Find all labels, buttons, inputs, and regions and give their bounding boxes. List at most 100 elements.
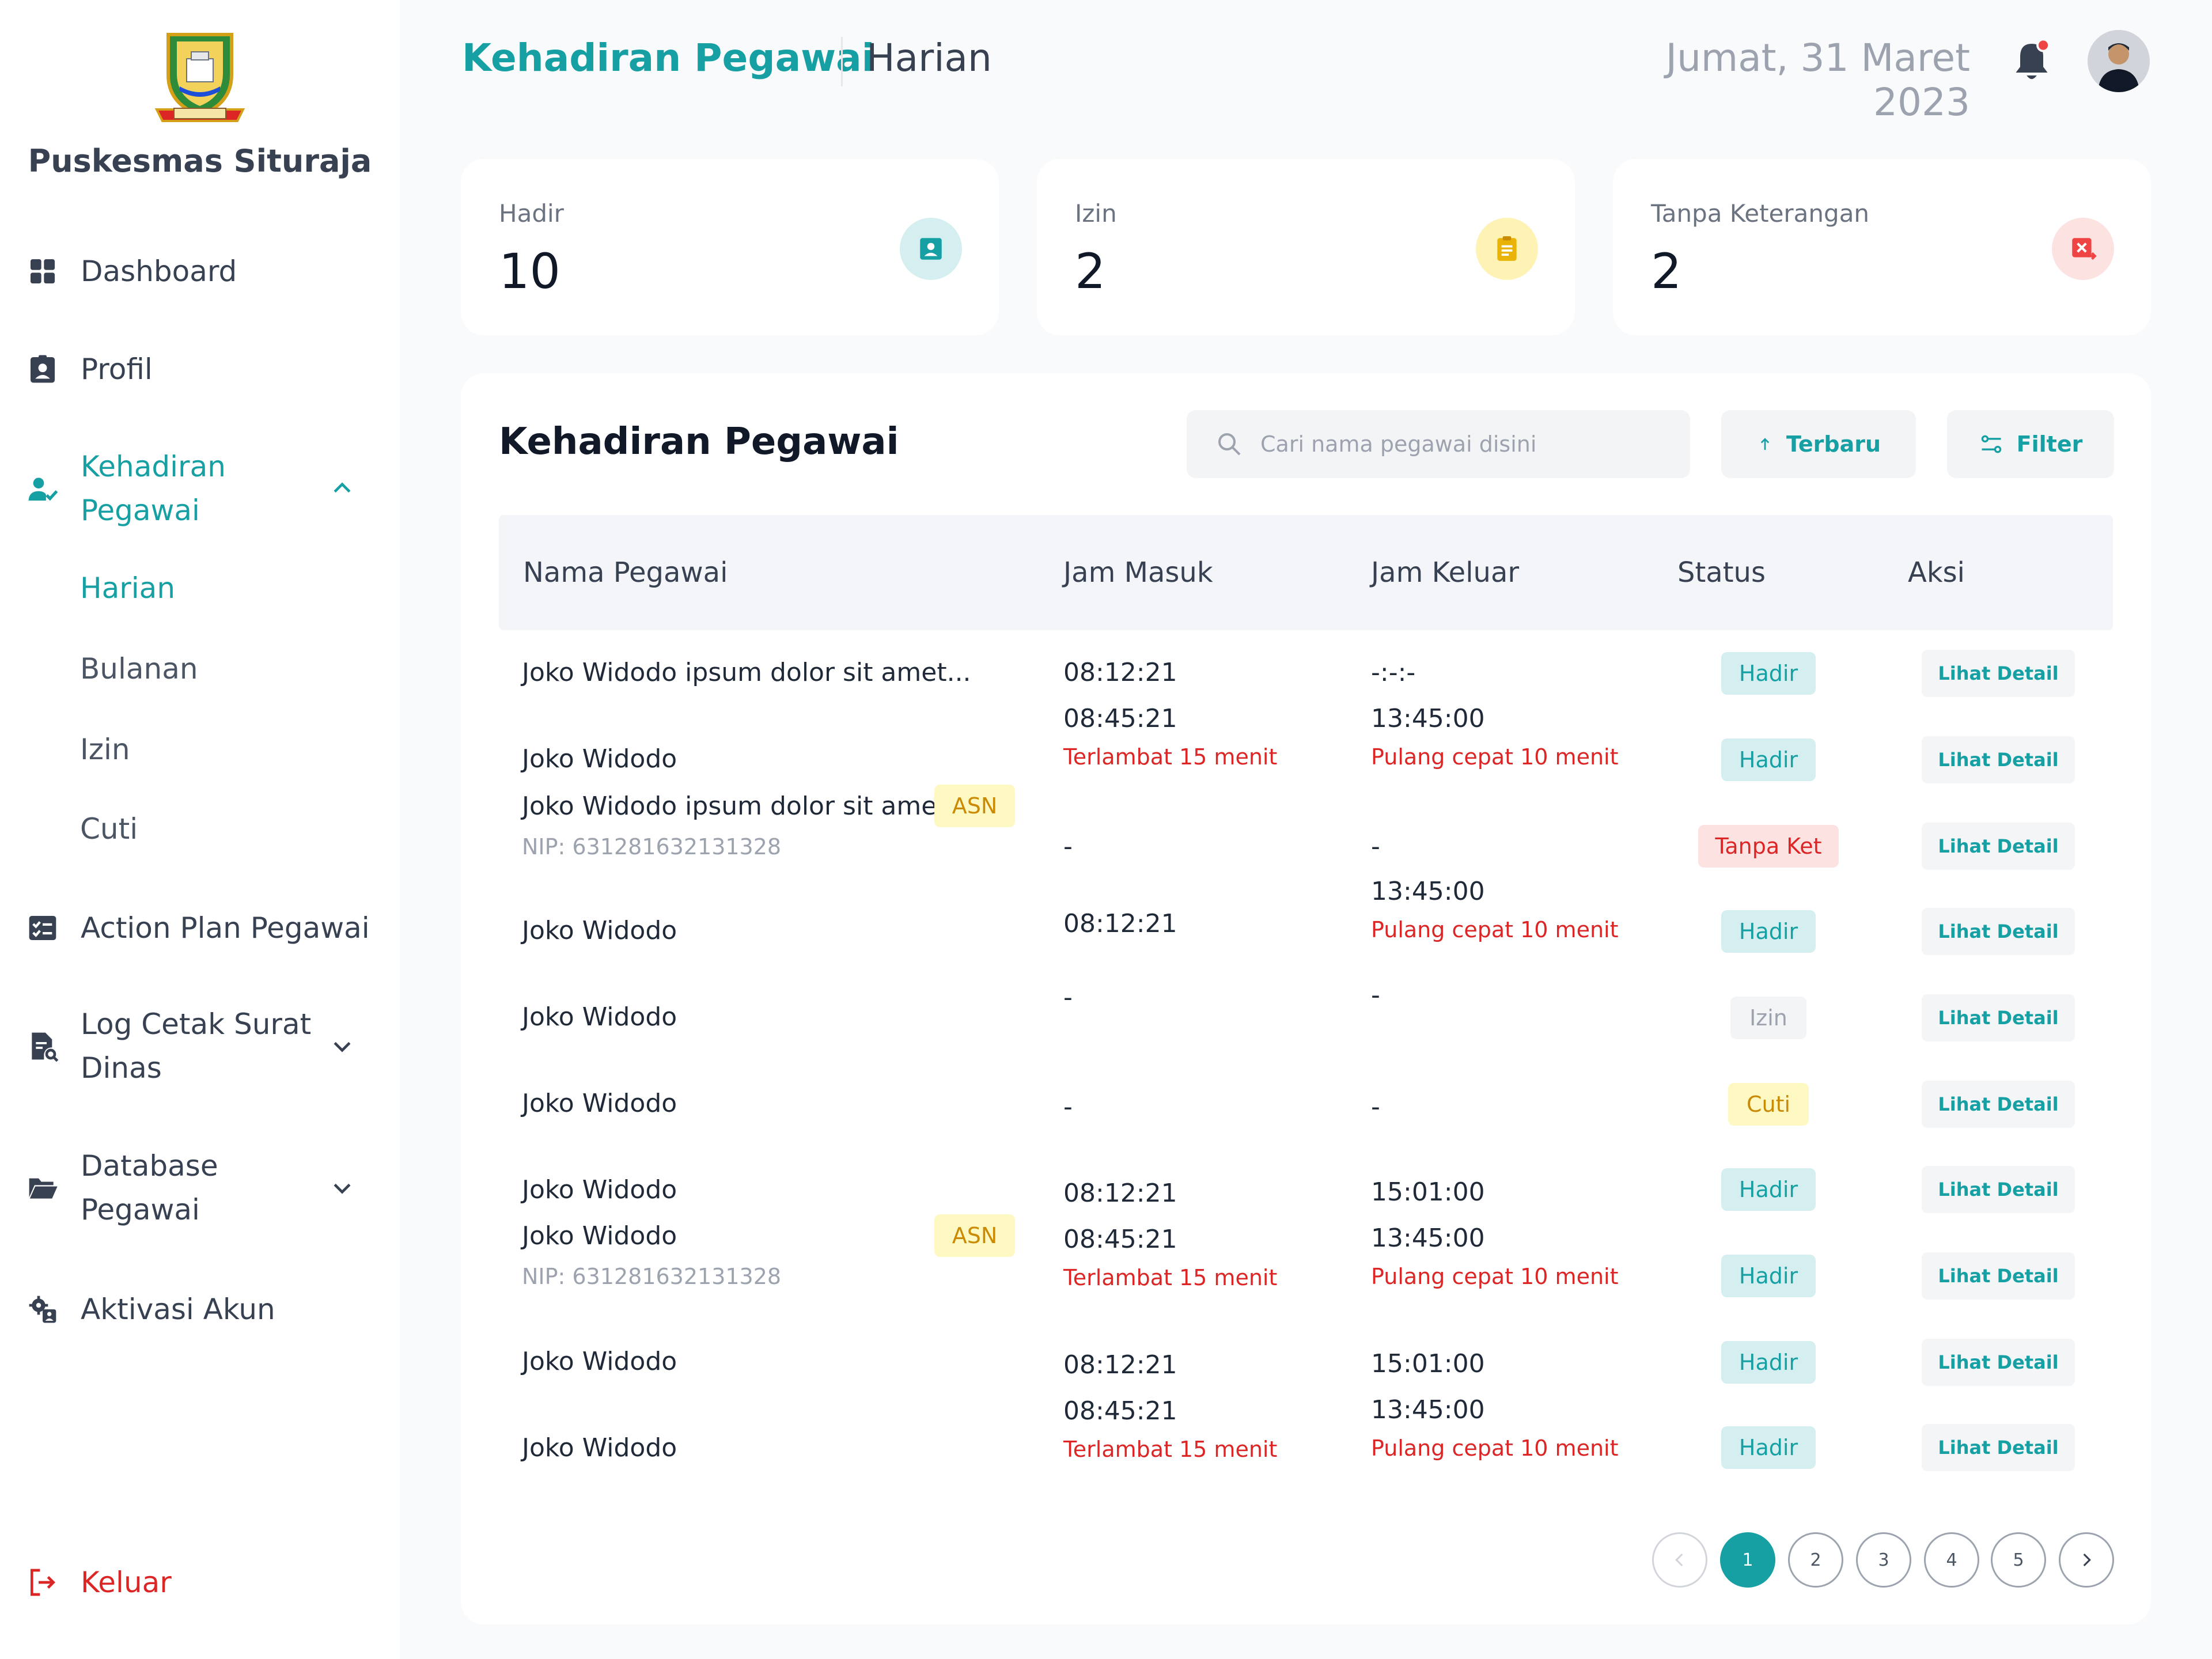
status-badge: Hadir bbox=[1721, 1341, 1816, 1384]
view-detail-button[interactable]: Lihat Detail bbox=[1922, 908, 2075, 955]
pagination-page-1[interactable]: 1 bbox=[1720, 1532, 1775, 1588]
search-input[interactable] bbox=[1260, 431, 1675, 457]
employee-name: Joko Widodo ipsum dolor sit amet... bbox=[522, 658, 971, 687]
filter-icon bbox=[1981, 435, 2001, 453]
view-detail-button[interactable]: Lihat Detail bbox=[1922, 736, 2075, 783]
grid-icon bbox=[31, 259, 55, 283]
puskesmas-logo bbox=[154, 33, 245, 122]
sidebar-item-profil[interactable]: Profil bbox=[26, 349, 378, 389]
check-in-time: 08:12:21 bbox=[1063, 1350, 1177, 1380]
sidebar-item-label: Action Plan Pegawai bbox=[81, 911, 370, 945]
employee-name: Joko Widodo bbox=[522, 1221, 677, 1251]
sidebar-item-dashboard[interactable]: Dashboard bbox=[26, 251, 378, 291]
table-header: Nama Pegawai Jam Masuk Jam Keluar Status… bbox=[499, 515, 2113, 630]
sidebar-subitem-izin[interactable]: Izin bbox=[80, 733, 130, 766]
view-detail-button[interactable]: Lihat Detail bbox=[1922, 1339, 2075, 1386]
check-out-time: 15:01:00 bbox=[1371, 1349, 1485, 1378]
check-out-time: 13:45:00 bbox=[1371, 1224, 1485, 1253]
user-avatar[interactable] bbox=[2088, 30, 2150, 92]
header-divider bbox=[841, 37, 843, 86]
view-detail-button[interactable]: Lihat Detail bbox=[1922, 823, 2075, 870]
status-badge: Izin bbox=[1730, 997, 1806, 1039]
notification-bell-icon[interactable] bbox=[2012, 38, 2052, 84]
check-out-time: 13:45:00 bbox=[1371, 1395, 1485, 1425]
view-detail-button[interactable]: Lihat Detail bbox=[1922, 1166, 2075, 1213]
stat-card-izin: Izin 2 bbox=[1037, 159, 1575, 335]
stat-value: 10 bbox=[499, 243, 560, 300]
pagination-next-button[interactable] bbox=[2059, 1532, 2114, 1588]
employee-name: Joko Widodo bbox=[522, 916, 677, 945]
search-box[interactable] bbox=[1187, 410, 1690, 478]
sidebar-item-kehadiran-pegawai[interactable]: Kehadiran Pegawai bbox=[26, 445, 378, 532]
check-out-time: 13:45:00 bbox=[1371, 877, 1485, 906]
chevron-right-icon bbox=[2083, 1553, 2091, 1567]
table-title: Kehadiran Pegawai bbox=[499, 421, 899, 463]
column-header-jam-masuk: Jam Masuk bbox=[1063, 556, 1213, 589]
check-in-time: 08:45:21 bbox=[1063, 1225, 1177, 1254]
asn-badge: ASN bbox=[934, 785, 1015, 827]
badge-icon bbox=[920, 238, 942, 260]
check-out-time: 13:45:00 bbox=[1371, 704, 1485, 733]
pagination-page-2[interactable]: 2 bbox=[1788, 1532, 1843, 1588]
pagination-prev-button[interactable] bbox=[1652, 1532, 1707, 1588]
chevron-up-icon[interactable] bbox=[329, 476, 355, 501]
check-in-time: 08:12:21 bbox=[1063, 1179, 1177, 1208]
sidebar-subitem-bulanan[interactable]: Bulanan bbox=[80, 652, 198, 685]
sort-label: Terbaru bbox=[1786, 431, 1881, 457]
sidebar-subitem-cuti[interactable]: Cuti bbox=[80, 812, 138, 846]
attendance-card: Kehadiran Pegawai Terbaru Filter Nama Pe… bbox=[461, 373, 2151, 1624]
check-in-time: - bbox=[1063, 983, 1073, 1012]
status-badge: Tanpa Ket bbox=[1698, 825, 1839, 868]
pagination-page-3[interactable]: 3 bbox=[1856, 1532, 1911, 1588]
check-in-time: 08:45:21 bbox=[1063, 1396, 1177, 1426]
view-detail-button[interactable]: Lihat Detail bbox=[1922, 1081, 2075, 1128]
stat-icon-wrap bbox=[2052, 218, 2114, 280]
stat-icon-wrap bbox=[900, 218, 962, 280]
logout-button[interactable]: Keluar bbox=[26, 1562, 378, 1603]
brand: Puskesmas Situraja bbox=[0, 29, 400, 179]
view-detail-button[interactable]: Lihat Detail bbox=[1922, 1252, 2075, 1300]
file-search-icon bbox=[32, 1032, 59, 1062]
status-badge: Hadir bbox=[1721, 1255, 1816, 1297]
early-leave-note: Pulang cepat 10 menit bbox=[1371, 1264, 1619, 1289]
late-note: Terlambat 15 menit bbox=[1063, 1265, 1278, 1290]
folder-icon bbox=[29, 1178, 58, 1199]
page-subtitle: Harian bbox=[866, 36, 992, 80]
column-header-status: Status bbox=[1677, 556, 1766, 589]
employee-name: Joko Widodo bbox=[522, 1002, 677, 1032]
employee-name: Joko Widodo bbox=[522, 1347, 677, 1376]
sidebar-item-label: Database Pegawai bbox=[81, 1149, 218, 1226]
avatar-image bbox=[2088, 30, 2150, 92]
filter-button[interactable]: Filter bbox=[1947, 410, 2114, 478]
view-detail-button[interactable]: Lihat Detail bbox=[1922, 1424, 2075, 1471]
chevron-down-icon[interactable] bbox=[329, 1033, 355, 1059]
check-in-time: - bbox=[1063, 1092, 1073, 1122]
stat-value: 2 bbox=[1075, 243, 1106, 300]
filter-label: Filter bbox=[2016, 431, 2083, 457]
sidebar-item-action-plan[interactable]: Action Plan Pegawai bbox=[26, 908, 378, 948]
view-detail-button[interactable]: Lihat Detail bbox=[1922, 994, 2075, 1041]
employee-name: Joko Widodo bbox=[522, 1089, 677, 1118]
sidebar-item-aktivasi-akun[interactable]: Aktivasi Akun bbox=[26, 1289, 378, 1330]
check-in-time: 08:12:21 bbox=[1063, 909, 1177, 938]
stat-value: 2 bbox=[1651, 243, 1682, 300]
stat-card-tanpa-keterangan: Tanpa Keterangan 2 bbox=[1613, 159, 2151, 335]
logout-icon bbox=[31, 1569, 55, 1596]
pagination-page-4[interactable]: 4 bbox=[1924, 1532, 1979, 1588]
sort-button[interactable]: Terbaru bbox=[1721, 410, 1916, 478]
early-leave-note: Pulang cepat 10 menit bbox=[1371, 744, 1619, 770]
pagination-page-5[interactable]: 5 bbox=[1991, 1532, 2046, 1588]
search-icon bbox=[1218, 433, 1241, 456]
sidebar-item-database-pegawai[interactable]: Database Pegawai bbox=[26, 1144, 378, 1232]
column-header-jam-keluar: Jam Keluar bbox=[1371, 556, 1520, 589]
sidebar-subitem-harian[interactable]: Harian bbox=[80, 571, 176, 605]
sidebar-item-label: Kehadiran Pegawai bbox=[81, 450, 226, 527]
view-detail-button[interactable]: Lihat Detail bbox=[1922, 650, 2075, 697]
chevron-down-icon[interactable] bbox=[329, 1175, 355, 1200]
x-file-icon bbox=[2072, 238, 2097, 260]
stat-label: Hadir bbox=[499, 199, 564, 228]
column-header-nama: Nama Pegawai bbox=[523, 556, 728, 589]
check-out-time: - bbox=[1371, 1092, 1380, 1122]
check-out-time: - bbox=[1371, 832, 1380, 861]
sidebar-item-log-cetak-surat-dinas[interactable]: Log Cetak Surat Dinas bbox=[26, 1002, 378, 1090]
